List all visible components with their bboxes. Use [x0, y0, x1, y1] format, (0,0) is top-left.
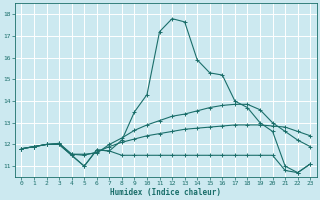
X-axis label: Humidex (Indice chaleur): Humidex (Indice chaleur)	[110, 188, 221, 197]
